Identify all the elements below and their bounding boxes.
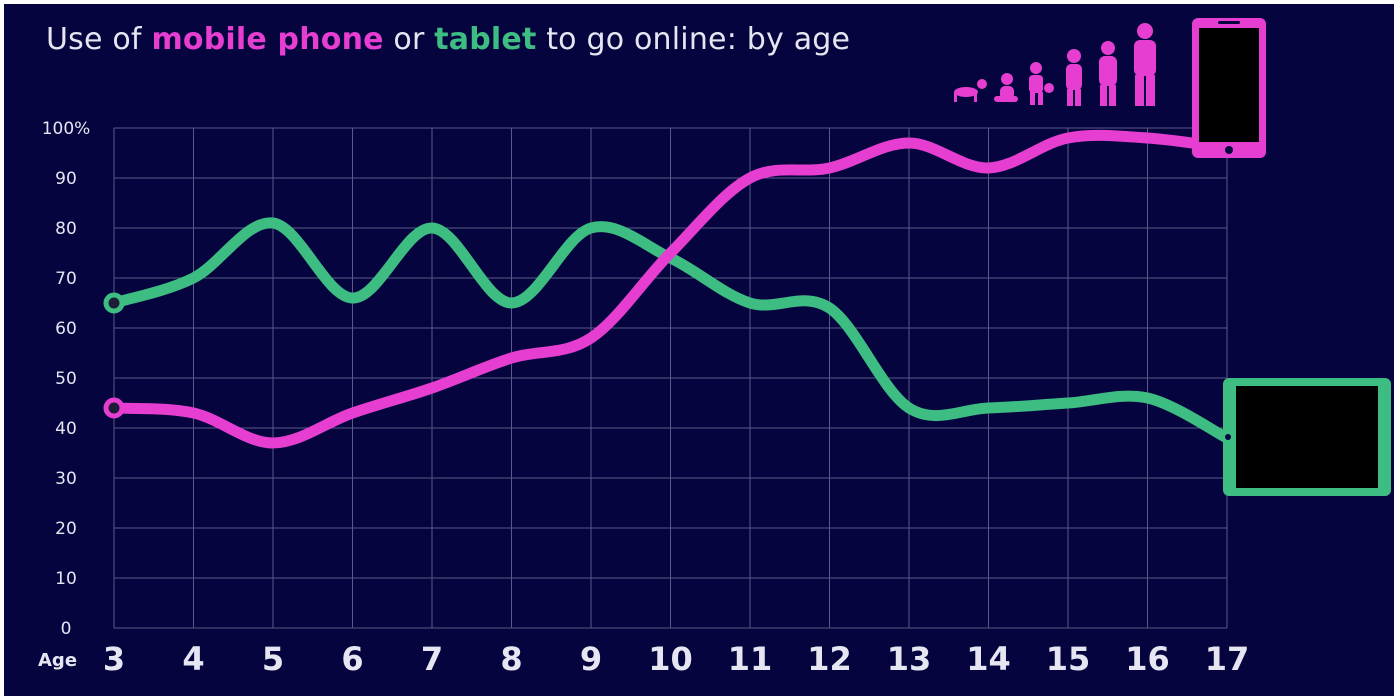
smartphone-icon [1192,18,1266,158]
x-tick-label: 3 [103,640,125,678]
chart-title: Use of mobile phone or tablet to go onli… [46,22,850,57]
x-tick-label: 16 [1125,640,1170,678]
series-line-tablet [108,217,1233,444]
y-tick-label: 0 [61,619,72,639]
y-tick-label: 30 [55,469,77,489]
line-chart: 0 10 20 30 40 50 60 70 80 90 100% 3 4 5 6 7 8 9 10 11 12 13 1… [38,18,1391,678]
x-tick-label: 4 [182,640,204,678]
x-tick-label: 15 [1046,640,1091,678]
y-tick-label: 40 [55,419,77,439]
person-growth-silhouettes-icon [954,23,1156,106]
y-tick-label: 70 [55,269,77,289]
x-tick-label: 14 [966,640,1011,678]
x-tick-label: 5 [262,640,284,678]
chart-frame: Use of mobile phone or tablet to go onli… [4,4,1394,696]
x-tick-label: 17 [1205,640,1250,678]
series-start-point-mobile-phone [103,397,125,419]
x-tick-label: 7 [421,640,443,678]
title-mobile-series: mobile phone [151,22,384,57]
y-tick-label: 100% [42,119,91,139]
tablet-icon [1223,378,1391,496]
y-tick-label: 90 [55,169,77,189]
x-tick-label: 12 [807,640,852,678]
title-prefix: Use of [46,22,152,57]
x-tick-label: 10 [648,640,693,678]
title-tablet-series: tablet [434,22,537,57]
series-layer [103,129,1233,449]
x-tick-label: 9 [580,640,602,678]
series-start-point-tablet [103,292,125,314]
x-tick-label: 8 [500,640,522,678]
x-tick-label: 11 [728,640,773,678]
x-axis-label: Age [38,650,77,671]
y-tick-label: 60 [55,319,77,339]
x-tick-label: 6 [341,640,363,678]
y-tick-label: 20 [55,519,77,539]
y-tick-label: 10 [55,569,77,589]
grid-lines [113,127,1228,629]
x-axis-ticks: 3 4 5 6 7 8 9 10 11 12 13 14 15 16 17 [103,640,1249,678]
x-tick-label: 13 [887,640,932,678]
title-suffix: to go online: by age [536,22,851,57]
y-tick-label: 50 [55,369,77,389]
series-line-mobile-phone [108,129,1233,449]
title-middle: or [383,22,435,57]
y-axis-ticks: 0 10 20 30 40 50 60 70 80 90 100% [42,119,91,639]
y-tick-label: 80 [55,219,77,239]
